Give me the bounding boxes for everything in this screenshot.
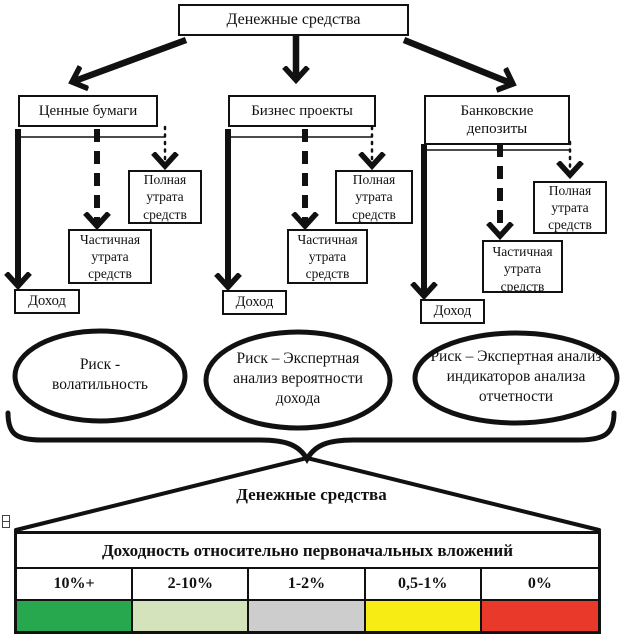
table-range-row: 10%+ 2-10% 1-2% 0,5-1% 0% bbox=[17, 569, 598, 599]
outcome-label: Доход bbox=[28, 293, 66, 310]
branch-box-deposits: Банковские депозиты bbox=[424, 95, 570, 145]
range-cell-5: 0% bbox=[527, 575, 552, 592]
risk-ellipse-expert-probability bbox=[203, 329, 393, 431]
scan-artifact bbox=[2, 515, 10, 528]
color-cell-light-green bbox=[133, 599, 250, 631]
arrow-root-to-deposits bbox=[402, 36, 513, 84]
outcome-label: Доход bbox=[235, 294, 274, 311]
outcome-label: Полная утрата средств bbox=[352, 172, 396, 222]
table-color-row bbox=[17, 599, 598, 631]
outcome-box-partial-loss-business: Частичная утрата средств bbox=[287, 229, 368, 284]
risk-ellipse-label-volatility: Риск - волатильность bbox=[52, 356, 148, 394]
color-cell-yellow bbox=[365, 599, 482, 631]
branch-box-securities-label: Ценные бумаги bbox=[38, 103, 138, 119]
branch-box-securities: Ценные бумаги bbox=[18, 95, 158, 127]
risk-ellipse-label-expert-probability: Риск – Экспертная анализ вероятности дох… bbox=[233, 350, 363, 408]
outcome-label: Частичная утрата средств bbox=[79, 231, 141, 282]
outcome-box-partial-loss-deposits: Частичная утрата средств bbox=[482, 240, 563, 293]
range-cell-3: 1-2% bbox=[249, 569, 366, 599]
color-cell-green bbox=[17, 599, 134, 631]
root-box: Денежные средства bbox=[178, 4, 409, 36]
range-cell-2: 2-10% bbox=[133, 569, 250, 599]
branch-box-business-label: Бизнес проекты bbox=[251, 103, 353, 119]
risk-ellipse-volatility bbox=[12, 328, 188, 424]
outcome-box-full-loss-business: Полная утрата средств bbox=[335, 170, 413, 224]
arrow-root-to-securities bbox=[72, 36, 188, 82]
outcome-box-full-loss-securities: Полная утрата средств bbox=[128, 170, 202, 224]
outcome-label: Полная утрата средств bbox=[548, 182, 592, 233]
table-header: Доходность относительно первоначальных в… bbox=[17, 534, 598, 569]
branch-box-deposits-label: Банковские депозиты bbox=[460, 103, 534, 137]
outcome-box-full-loss-deposits: Полная утрата средств bbox=[533, 181, 607, 234]
color-cell-gray bbox=[249, 599, 366, 631]
outcome-box-income-deposits: Доход bbox=[420, 299, 485, 324]
outcome-box-partial-loss-securities: Частичная утрата средств bbox=[68, 229, 152, 284]
outcome-label: Полная утрата средств bbox=[143, 172, 187, 222]
outcome-box-income-securities: Доход bbox=[14, 289, 80, 314]
outcome-box-income-business: Доход bbox=[222, 290, 287, 315]
range-cell-1: 10%+ bbox=[17, 569, 134, 599]
returns-table: Доходность относительно первоначальных в… bbox=[14, 531, 601, 634]
funnel-label: Денежные средства bbox=[236, 485, 387, 504]
branch-box-business: Бизнес проекты bbox=[228, 95, 376, 127]
risk-ellipse-label-expert-indicators: Риск – Экспертная анализ индикаторов ана… bbox=[430, 348, 602, 406]
root-box-label: Денежные средства bbox=[226, 11, 361, 29]
funnel-right-line bbox=[305, 456, 601, 532]
risk-ellipse-expert-indicators bbox=[412, 330, 620, 426]
outcome-label: Частичная утрата средств bbox=[492, 244, 553, 293]
color-cell-red bbox=[481, 599, 598, 631]
range-cell-4: 0,5-1% bbox=[366, 569, 482, 599]
outcome-label: Частичная утрата средств bbox=[297, 231, 358, 282]
funnel-left-line bbox=[14, 456, 309, 532]
outcome-label: Доход bbox=[433, 303, 472, 320]
